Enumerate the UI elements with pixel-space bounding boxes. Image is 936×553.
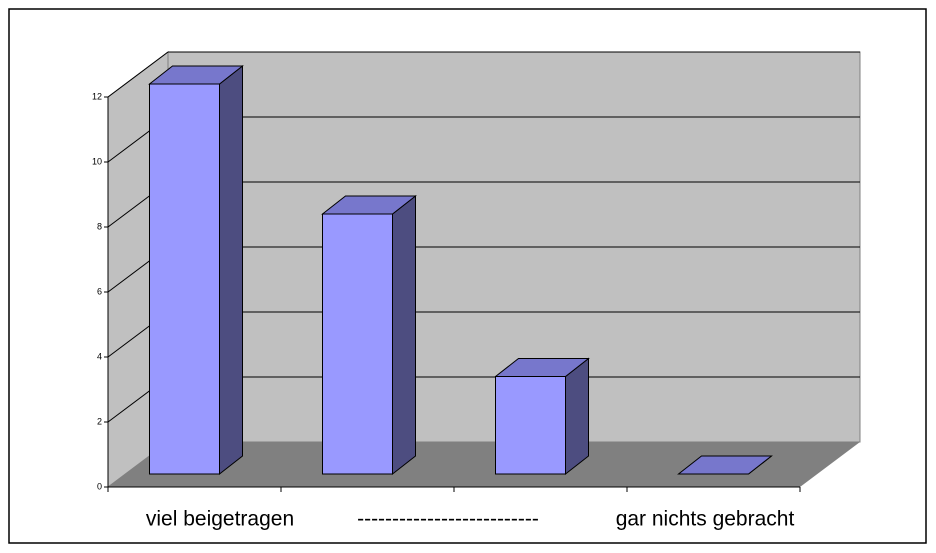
x-label: -------------------------- <box>357 508 539 531</box>
y-tick-label: 6 <box>97 286 102 296</box>
bar <box>677 455 773 475</box>
x-label: gar nichts gebracht <box>616 508 795 531</box>
floor <box>108 442 860 487</box>
y-tick-label: 10 <box>92 156 102 166</box>
bar <box>148 64 244 476</box>
y-tick-label: 2 <box>97 416 102 426</box>
y-tick-label: 0 <box>97 481 102 491</box>
bar-side <box>219 64 243 476</box>
y-tick-label: 4 <box>97 351 102 361</box>
y-tick-label: 12 <box>92 91 102 101</box>
x-label: viel beigetragen <box>146 508 294 531</box>
bar <box>321 194 417 476</box>
bar-front <box>149 83 220 475</box>
bar-front <box>322 213 393 475</box>
bars <box>148 64 773 476</box>
y-tick-label: 8 <box>97 221 102 231</box>
bar <box>494 357 590 476</box>
grid-line <box>107 51 169 98</box>
bar-front <box>495 376 566 475</box>
bar-top <box>677 455 773 475</box>
bar-side <box>565 357 589 476</box>
bar-side <box>392 194 416 476</box>
